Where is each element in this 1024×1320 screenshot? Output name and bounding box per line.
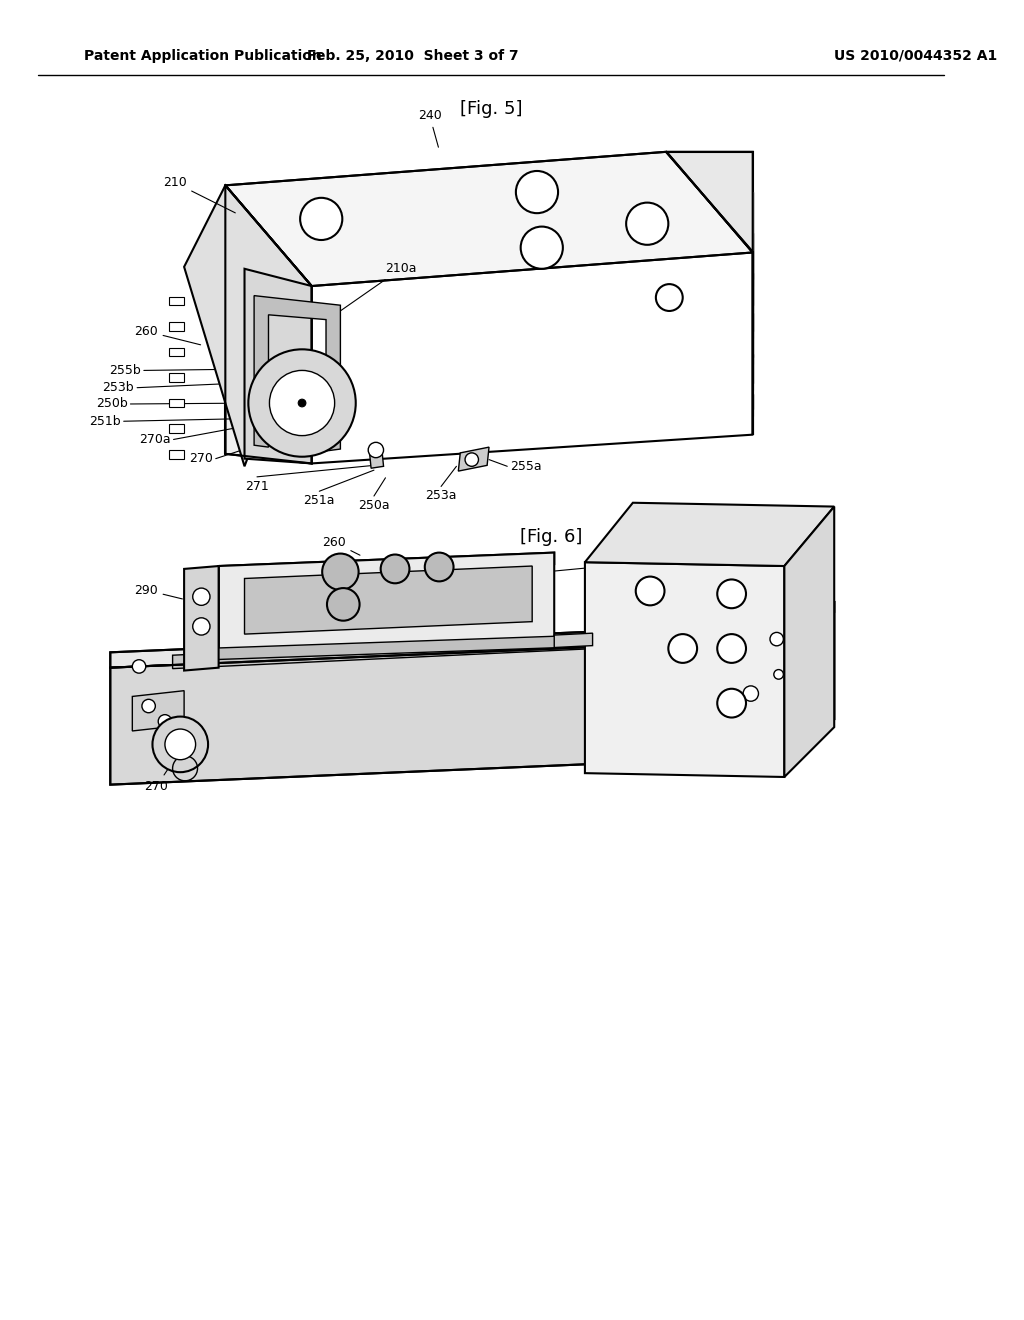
Circle shape <box>636 577 665 606</box>
Text: 260: 260 <box>134 325 201 345</box>
Polygon shape <box>370 447 384 469</box>
Circle shape <box>774 669 783 680</box>
Polygon shape <box>245 269 311 463</box>
Polygon shape <box>204 636 561 660</box>
Polygon shape <box>204 566 218 668</box>
Polygon shape <box>225 152 753 286</box>
Circle shape <box>369 442 384 458</box>
Polygon shape <box>784 507 835 777</box>
Text: 255a: 255a <box>510 459 542 473</box>
Text: 253a: 253a <box>425 490 457 503</box>
Circle shape <box>717 579 746 609</box>
Text: 250a: 250a <box>358 499 390 512</box>
Circle shape <box>770 632 783 645</box>
Circle shape <box>269 371 335 436</box>
Text: 253b: 253b <box>102 381 134 395</box>
Text: 251a: 251a <box>303 494 335 507</box>
Polygon shape <box>781 602 835 634</box>
Polygon shape <box>169 450 184 458</box>
Polygon shape <box>132 690 184 731</box>
Polygon shape <box>184 185 311 466</box>
Polygon shape <box>781 602 835 756</box>
Circle shape <box>193 618 210 635</box>
Circle shape <box>249 350 355 457</box>
Polygon shape <box>218 553 554 655</box>
Circle shape <box>465 453 478 466</box>
Circle shape <box>381 554 410 583</box>
Polygon shape <box>254 296 340 451</box>
Text: Feb. 25, 2010  Sheet 3 of 7: Feb. 25, 2010 Sheet 3 of 7 <box>306 49 518 63</box>
Polygon shape <box>667 152 753 434</box>
Text: 270: 270 <box>189 453 213 465</box>
Text: [Fig. 5]: [Fig. 5] <box>460 99 522 117</box>
Circle shape <box>743 686 759 701</box>
Circle shape <box>300 198 342 240</box>
Text: 270: 270 <box>144 760 174 793</box>
Text: 271: 271 <box>245 479 269 492</box>
Polygon shape <box>169 322 184 331</box>
Text: 251b: 251b <box>89 414 121 428</box>
Text: 210a: 210a <box>340 263 417 312</box>
Circle shape <box>165 729 196 760</box>
Polygon shape <box>169 399 184 408</box>
Text: 255b: 255b <box>110 364 141 378</box>
Polygon shape <box>169 374 184 381</box>
Circle shape <box>327 589 359 620</box>
Text: 250b: 250b <box>96 397 128 411</box>
Circle shape <box>655 284 683 312</box>
Text: 260: 260 <box>322 536 360 556</box>
Polygon shape <box>245 566 532 634</box>
Circle shape <box>717 634 746 663</box>
Text: 240: 240 <box>418 108 441 148</box>
Polygon shape <box>585 503 835 566</box>
Circle shape <box>717 689 746 718</box>
Text: 290: 290 <box>134 583 182 599</box>
Circle shape <box>516 172 558 213</box>
Polygon shape <box>459 447 489 471</box>
Circle shape <box>142 700 156 713</box>
Circle shape <box>193 589 210 606</box>
Circle shape <box>138 698 154 714</box>
Polygon shape <box>184 566 218 671</box>
Polygon shape <box>111 623 781 668</box>
Circle shape <box>159 714 172 729</box>
Text: 270a: 270a <box>139 433 171 446</box>
Circle shape <box>520 227 563 269</box>
Text: Patent Application Publication: Patent Application Publication <box>84 49 323 63</box>
Polygon shape <box>111 639 781 784</box>
Circle shape <box>132 660 145 673</box>
Circle shape <box>298 399 306 407</box>
Polygon shape <box>218 553 554 578</box>
Polygon shape <box>169 425 184 433</box>
Circle shape <box>323 553 358 590</box>
Circle shape <box>669 634 697 663</box>
Polygon shape <box>169 297 184 305</box>
Text: 210: 210 <box>163 176 236 213</box>
Polygon shape <box>554 634 593 648</box>
Text: US 2010/0044352 A1: US 2010/0044352 A1 <box>835 49 997 63</box>
Circle shape <box>626 202 669 244</box>
Polygon shape <box>225 185 311 463</box>
Circle shape <box>425 553 454 581</box>
Polygon shape <box>169 347 184 356</box>
Polygon shape <box>173 627 758 669</box>
Text: 290: 290 <box>495 568 584 582</box>
Text: [Fig. 6]: [Fig. 6] <box>520 528 583 546</box>
Circle shape <box>153 717 208 772</box>
Polygon shape <box>585 562 784 777</box>
